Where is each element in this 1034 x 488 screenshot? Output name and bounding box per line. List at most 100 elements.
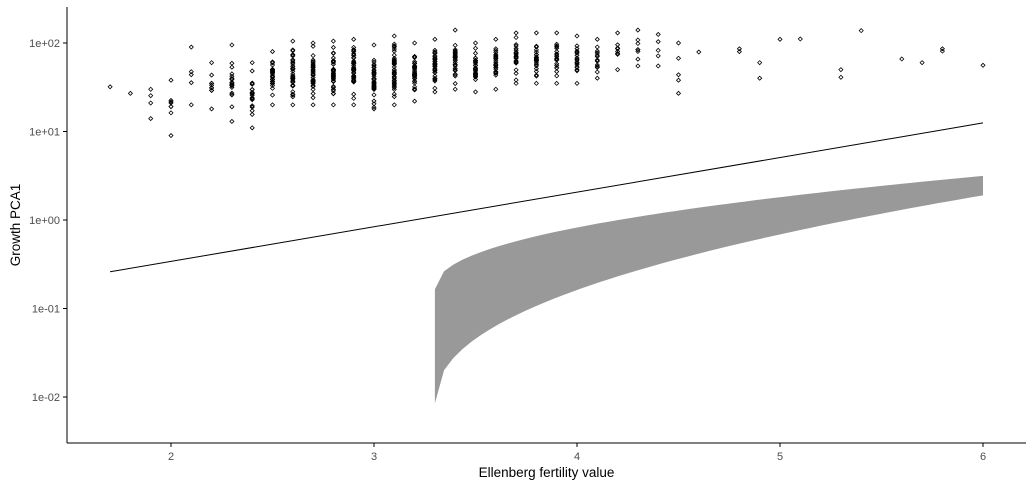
scatter-point — [554, 73, 560, 79]
scatter-point — [330, 88, 336, 94]
scatter-point — [351, 59, 357, 65]
scatter-point — [330, 61, 336, 67]
scatter-point — [391, 94, 397, 100]
scatter-point — [472, 63, 479, 69]
scatter-point — [412, 78, 418, 84]
scatter-point — [412, 68, 418, 74]
scatter-point — [391, 46, 397, 52]
scatter-point — [493, 46, 499, 52]
y-axis-title: Growth PCA1 — [8, 184, 23, 267]
scatter-point — [736, 49, 742, 55]
scatter-point — [533, 44, 539, 50]
scatter-point — [290, 102, 296, 108]
scatter-point — [310, 95, 316, 101]
scatter-point — [269, 92, 276, 98]
scatter-point — [493, 56, 499, 62]
x-tick-label: 5 — [777, 451, 783, 463]
scatter-point — [249, 90, 255, 96]
scatter-point — [269, 85, 276, 91]
confidence-ribbon — [434, 175, 983, 404]
scatter-point — [554, 63, 560, 69]
scatter-point — [168, 132, 174, 139]
scatter-point — [310, 67, 316, 73]
scatter-point — [493, 61, 499, 67]
scatter-point — [229, 64, 235, 70]
trend-line — [110, 122, 984, 273]
scatter-point — [371, 68, 377, 74]
scatter-point — [330, 102, 336, 108]
scatter-point — [615, 42, 621, 48]
scatter-point — [371, 92, 377, 98]
scatter-point — [168, 97, 174, 103]
scatter-point — [472, 65, 479, 71]
scatter-point — [310, 72, 316, 78]
scatter-point — [432, 64, 438, 70]
scatter-point — [310, 102, 316, 108]
scatter-point — [635, 40, 641, 47]
scatter-point — [391, 43, 397, 49]
scatter-point — [858, 28, 864, 34]
scatter-point — [493, 62, 499, 68]
scatter-point — [777, 36, 783, 42]
scatter-point — [351, 95, 357, 101]
scatter-point — [635, 56, 641, 62]
scatter-point — [493, 72, 499, 78]
scatter-point — [675, 77, 682, 83]
scatter-point — [452, 55, 458, 61]
scatter-point — [269, 67, 276, 73]
scatter-point — [554, 30, 560, 36]
scatter-point — [513, 58, 519, 64]
scatter-point — [493, 48, 499, 54]
scatter-point — [310, 90, 316, 97]
confidence-ribbon-layer — [434, 175, 983, 404]
scatter-point — [351, 62, 357, 68]
scatter-point — [513, 58, 519, 65]
x-tick-label: 3 — [371, 451, 377, 463]
scatter-point — [249, 111, 255, 117]
scatter-point — [310, 63, 316, 69]
scatter-point — [351, 91, 357, 97]
scatter-point — [371, 104, 377, 110]
scatter-point — [472, 57, 479, 63]
scatter-point — [554, 53, 560, 60]
scatter-point — [371, 70, 377, 76]
scatter-point — [493, 52, 499, 58]
scatter-point — [330, 76, 336, 82]
scatter-point — [229, 83, 235, 89]
scatter-point — [249, 68, 255, 74]
scatter-point — [188, 102, 194, 108]
scatter-point — [432, 76, 438, 82]
scatter-point — [594, 57, 600, 63]
scatter-point — [574, 64, 580, 70]
scatter-point — [391, 69, 397, 75]
x-tick-label: 2 — [168, 451, 174, 463]
scatter-point — [371, 61, 377, 68]
scatter-point — [472, 45, 479, 51]
scatter-point — [655, 47, 661, 53]
scatter-point — [757, 75, 763, 81]
scatter-point — [736, 46, 742, 52]
scatter-point — [513, 80, 519, 86]
scatter-point — [432, 89, 438, 95]
scatter-point — [351, 55, 357, 61]
scatter-point — [675, 55, 682, 61]
scatter-point — [371, 98, 377, 104]
scatter-point — [675, 40, 682, 46]
scatter-point — [148, 100, 154, 106]
scatter-point — [919, 60, 925, 66]
scatter-point — [371, 42, 377, 48]
scatter-point — [330, 73, 336, 79]
scatter-point — [655, 63, 661, 69]
scatter-point — [229, 42, 235, 48]
scatter-point — [615, 45, 621, 51]
scatter-point — [168, 99, 174, 105]
scatter-point — [351, 36, 357, 42]
y-tick-label: 1e-02 — [32, 392, 60, 404]
scatter-point — [168, 110, 174, 116]
scatter-point — [330, 84, 336, 91]
scatter-point — [574, 80, 580, 86]
scatter-point — [513, 70, 519, 76]
scatter-point — [757, 60, 763, 66]
scatter-point — [939, 46, 945, 52]
scatter-point — [655, 31, 661, 37]
